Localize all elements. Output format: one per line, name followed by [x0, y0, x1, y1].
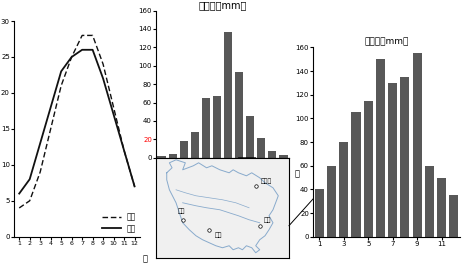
Bar — [449, 195, 459, 237]
Title: 降水量（mm）: 降水量（mm） — [199, 0, 247, 10]
Bar — [315, 189, 324, 237]
Bar — [191, 132, 199, 158]
Bar — [235, 72, 243, 158]
Bar — [268, 151, 276, 158]
Text: 上海: 上海 — [264, 217, 271, 223]
Bar — [376, 59, 385, 237]
Text: 成都: 成都 — [214, 232, 222, 238]
Text: 月: 月 — [142, 254, 147, 263]
Bar — [169, 154, 177, 158]
Bar — [437, 178, 446, 237]
Bar — [279, 155, 288, 158]
Bar — [363, 100, 373, 237]
Bar — [425, 166, 434, 237]
Bar — [158, 156, 166, 158]
Bar — [388, 83, 397, 237]
Bar — [339, 142, 348, 237]
Bar — [224, 32, 232, 158]
Bar — [246, 116, 254, 158]
Title: 降水量（mm）: 降水量（mm） — [364, 38, 409, 47]
Bar — [213, 96, 221, 158]
Text: 拉萨: 拉萨 — [178, 208, 185, 214]
Bar — [257, 138, 266, 158]
Bar — [351, 113, 361, 237]
Text: 哈尔滨: 哈尔滨 — [261, 178, 272, 184]
Bar — [179, 141, 188, 158]
Bar — [400, 77, 410, 237]
Bar — [412, 53, 422, 237]
Bar — [327, 166, 336, 237]
Bar — [202, 98, 210, 158]
Legend: 上海, 成都: 上海, 成都 — [102, 213, 136, 233]
Text: 月: 月 — [294, 170, 299, 179]
